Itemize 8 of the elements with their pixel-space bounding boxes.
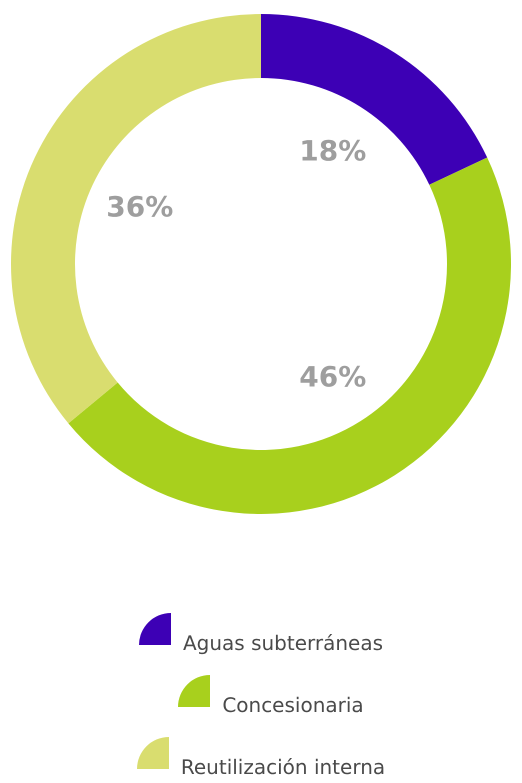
donut-slice xyxy=(11,14,261,424)
legend-label: Reutilización interna xyxy=(180,755,386,779)
data-label: 36% xyxy=(106,190,174,224)
legend-label: Aguas subterráneas xyxy=(182,631,384,655)
donut-slice xyxy=(261,14,488,185)
data-label: 18% xyxy=(299,134,366,168)
legend-label: Concesionaria xyxy=(222,693,364,717)
data-label: 46% xyxy=(299,360,366,394)
